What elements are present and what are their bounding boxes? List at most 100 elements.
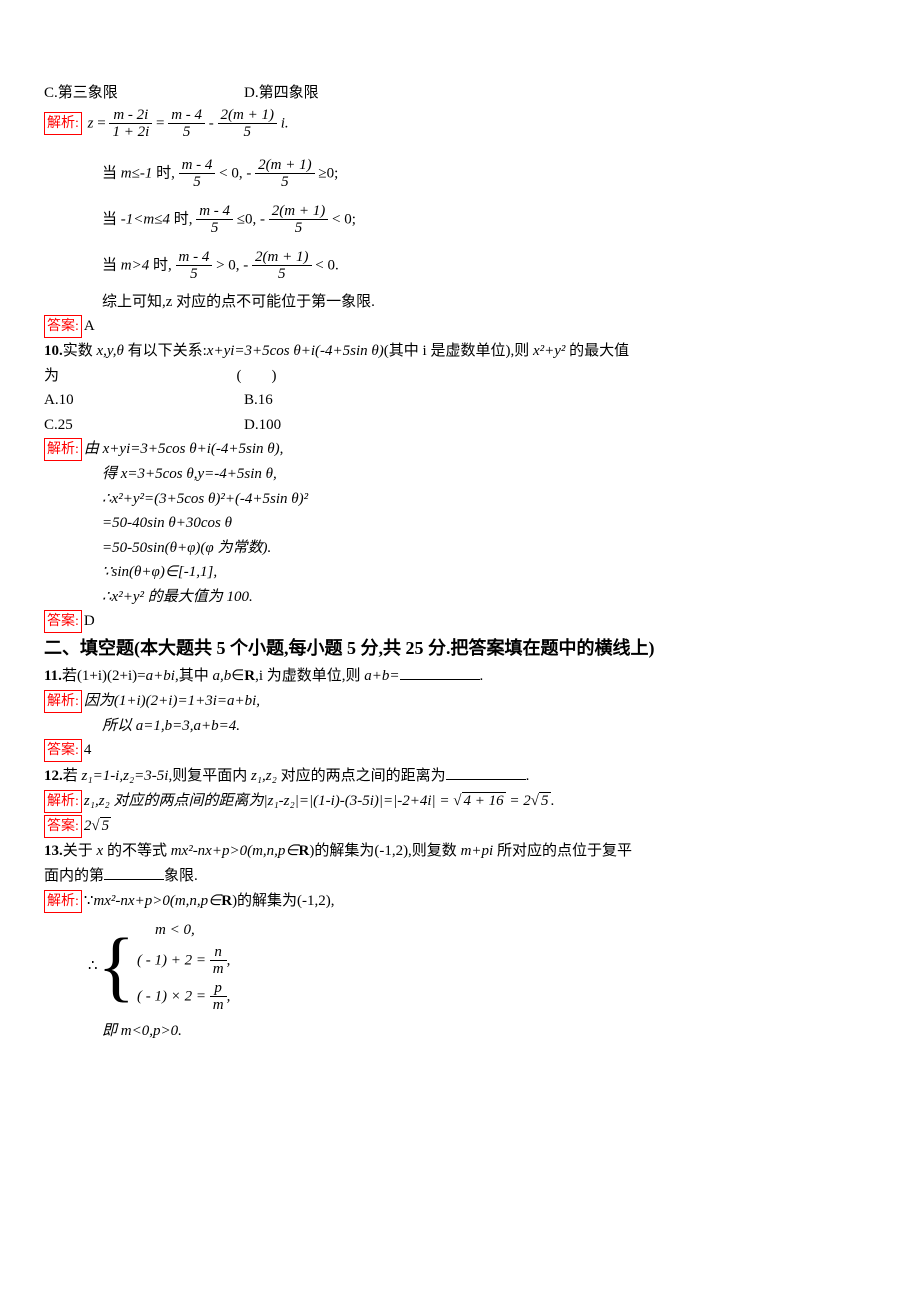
frac2b: 2(m + 1)5 [218,107,277,141]
q11-s1: 若(1+i)(2+i)= [62,668,146,684]
q13-s1: 关于 [63,843,97,859]
q10-num: 10. [44,343,63,359]
q12-blank [446,764,526,780]
q12-eq: = 2 [509,793,530,809]
q13-system: ∴ { m < 0, ( - 1) + 2 = nm, ( - 1) × 2 =… [88,917,876,1016]
sqrt-icon [531,793,539,809]
q13-mp: m+pi [461,843,494,859]
q9-case3: 当 m>4 时, m - 45 > 0, - 2(m + 1)5 < 0. [44,249,876,283]
daan-tag: 答案: [44,315,82,338]
q12-s2: ,则复平面内 [168,768,251,784]
q13-sys-pre: ∴ [88,955,98,978]
q10-jl7: ∴x²+y² 的最大值为 100. [102,589,253,605]
q13-R: R [298,843,309,859]
q13-s2: 的不等式 [103,843,171,859]
q13-j1b: mx²-nx+p>0(m,n,p∈ [93,893,221,909]
q10-jl6: ∵sin(θ+φ)∈[-1,1], [102,564,217,580]
s3a: ( - 1) × 2 = [137,988,206,1004]
q11-ab2: a,b [212,668,231,684]
q10-jx5: =50-50sin(θ+φ)(φ 为常数). [44,537,876,560]
q11-s2: ,其中 [175,668,213,684]
sqrt-icon [91,818,99,834]
q12-ar: 5 [100,817,112,834]
q11-R: R [244,668,255,684]
c1pre: 当 [102,165,117,181]
q10-stem2: 为 ( ) [44,365,876,388]
frac2a: m - 45 [168,107,205,141]
q11-dot: . [480,668,484,684]
q10-expr: x+yi=3+5cos θ+i(-4+5sin θ) [207,343,384,359]
da-tag: 答案: [44,739,82,762]
q12-dot: . [526,768,530,784]
da-tag: 答案: [44,610,82,633]
c2mid: 时, [174,211,193,227]
q10-ans: 答案:D [44,610,876,633]
jx-tag: 解析: [44,438,82,461]
q12-jx: 解析:z₁,z₂ 对应的两点间的距离为|z₁-z₂|=|(1-i)-(3-5i)… [44,790,876,813]
s2f: nm [210,944,227,978]
q10-jl2: 得 x=3+5cos θ,y=-4+5sin θ, [102,466,277,482]
jiexi-tag: 解析: [44,112,82,135]
eq2: = [156,115,168,131]
q13-stem: 13.关于 x 的不等式 mx²-nx+p>0(m,n,p∈R)的解集为(-1,… [44,840,876,863]
q13-s4: 所对应的点位于复平 [493,843,632,859]
q11-blank [400,664,480,680]
q9-optD: D.第四象限 [244,82,319,105]
q11-av: 4 [84,742,92,758]
c2cond: -1<m≤4 [121,211,170,227]
c2bc: < 0; [332,211,356,227]
q13-l2a: 面内的第 [44,868,104,884]
q11-s3: ∈ [231,668,244,684]
q10-vars: x,y,θ [97,343,124,359]
c2pre: 当 [102,211,117,227]
jx-tag: 解析: [44,690,82,713]
sys2: ( - 1) + 2 = nm, [137,944,230,978]
q11-jl2: 所以 a=1,b=3,a+b=4. [102,718,240,734]
q11-jl1: 因为(1+i)(2+i)=1+3i=a+bi, [84,693,260,709]
q10-jx3: ∴x²+y²=(3+5cos θ)²+(-4+5sin θ)² [44,488,876,511]
q10-jx7: ∴x²+y² 的最大值为 100. [44,586,876,609]
q9-ans: 答案:A [44,315,876,338]
q12-dot2: . [551,793,555,809]
q12-jp: z₁,z₂ 对应的两点间的距离为|z₁-z₂|=|(1-i)-(3-5i)|=|… [84,793,436,809]
q12-r1: 4 + 16 [462,792,506,809]
c3cond: m>4 [121,257,149,273]
jx-tag: 解析: [44,790,82,813]
section2-title: 二、填空题(本大题共 5 个小题,每小题 5 分,共 25 分.把答案填在题中的… [44,635,876,662]
eq1: = [439,793,453,809]
q11-ans: 答案:4 [44,739,876,762]
q11-num: 11. [44,668,62,684]
q12-r2: 5 [539,792,551,809]
sys1: m < 0, [137,919,230,942]
q10-l2: 为 [44,368,59,384]
c3pre: 当 [102,257,117,273]
q12-s1: 若 [63,768,82,784]
q11-sum: a+b= [364,668,399,684]
q11-s4: ,i 为虚数单位,则 [255,668,364,684]
c1mid: 时, [156,165,175,181]
q12-z2: z₁,z₂ [251,768,277,784]
frac1: m - 2i1 + 2i [109,107,152,141]
c2fa: m - 45 [196,203,233,237]
q13-s3: )的解集为(-1,2),则复数 [309,843,460,859]
c3ac: > 0, - [216,257,248,273]
q13-j1R: R [221,893,232,909]
minus: - [209,115,218,131]
z: z [88,115,94,131]
c1cond: m≤-1 [121,165,153,181]
c1t: ≥0; [318,165,338,181]
q10-av: D [84,613,95,629]
q10-oa: A.10 [44,389,244,412]
q13-iq: mx²-nx+p>0(m,n,p∈ [171,843,299,859]
brace-icon: { [98,927,135,1005]
q10-ob: B.16 [244,389,273,412]
q12-ans: 答案:25 [44,815,876,838]
q13-stem2: 面内的第象限. [44,864,876,888]
q12-num: 12. [44,768,63,784]
c3fb: 2(m + 1)5 [252,249,311,283]
q10-jx4: =50-40sin θ+30cos θ [44,512,876,535]
s2a: ( - 1) + 2 = [137,952,206,968]
tail: i. [281,115,289,131]
q9-opts-cd: C.第三象限 D.第四象限 [44,82,876,105]
s2c: , [227,952,231,968]
